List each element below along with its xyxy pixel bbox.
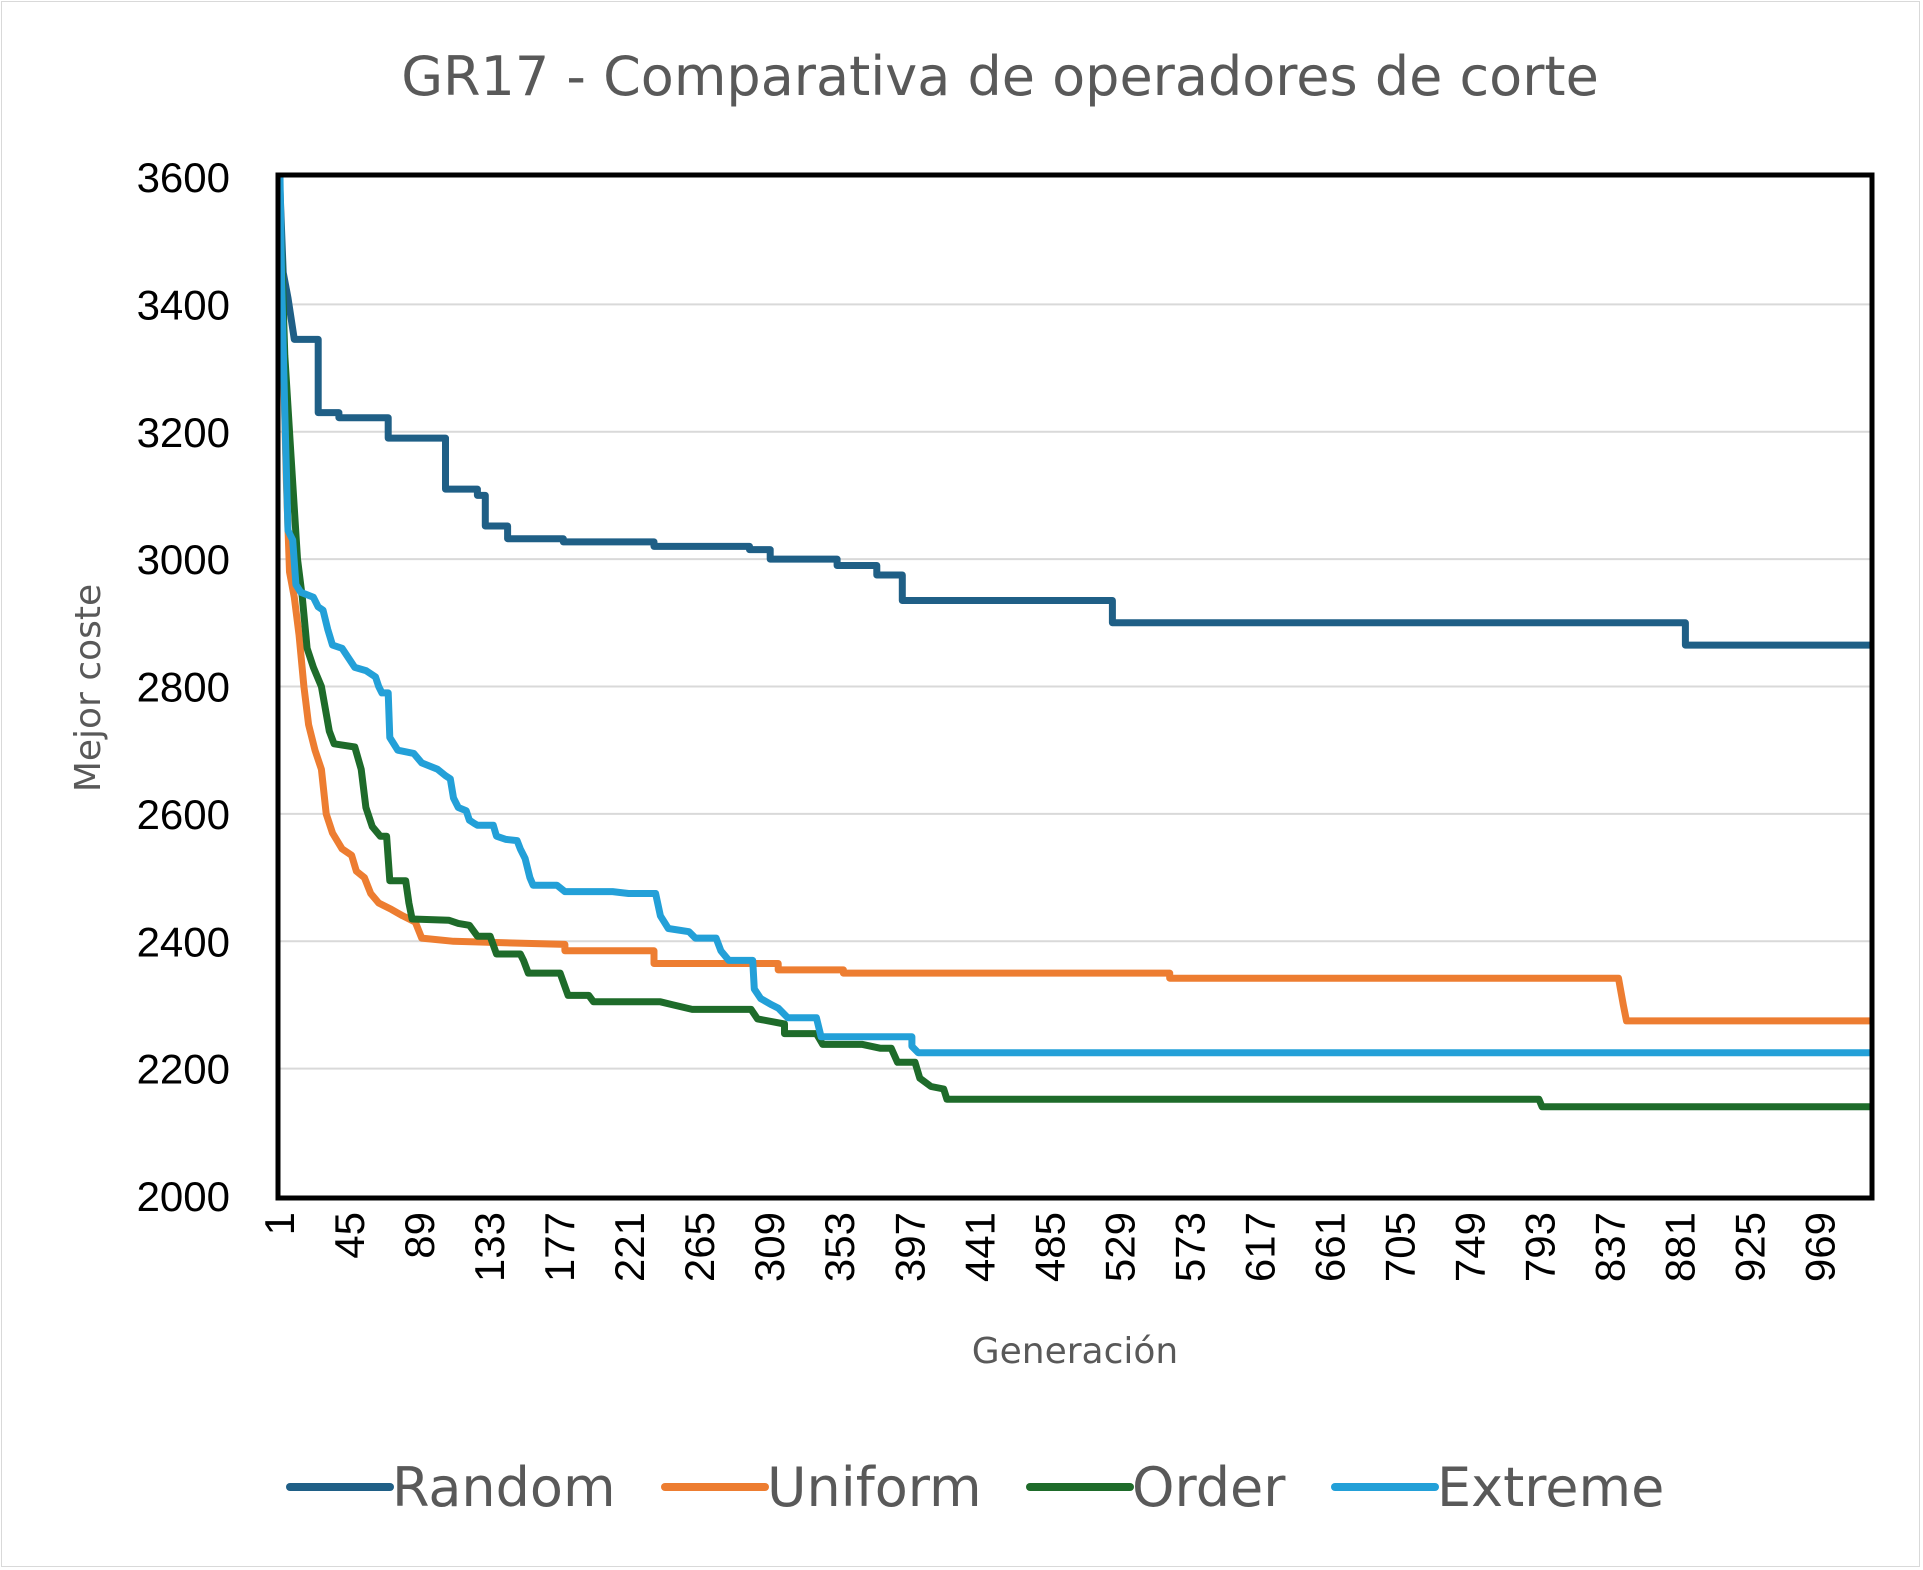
x-tick-label: 661 <box>1306 1212 1353 1282</box>
x-tick-label: 485 <box>1026 1212 1073 1282</box>
series-line-uniform <box>276 202 1870 1025</box>
legend-label: Order <box>1132 1456 1286 1519</box>
y-tick-label: 3000 <box>137 536 230 583</box>
series-line-random <box>276 189 1870 649</box>
x-axis-label: Generación <box>972 1331 1179 1372</box>
y-tick-label: 3600 <box>137 154 230 201</box>
legend: Random Uniform Order Extreme <box>286 1456 1664 1519</box>
x-tick-label: 617 <box>1236 1212 1283 1282</box>
x-tick-label: 881 <box>1657 1212 1704 1282</box>
y-tick-label: 3400 <box>137 281 230 328</box>
legend-item-random: Random <box>286 1456 616 1519</box>
x-tick-label: 749 <box>1447 1212 1494 1282</box>
legend-item-uniform: Uniform <box>661 1456 982 1519</box>
x-tick-label: 133 <box>466 1212 513 1282</box>
x-tick-label: 705 <box>1376 1212 1423 1282</box>
x-tick-label: 89 <box>396 1212 443 1259</box>
legend-label: Extreme <box>1437 1456 1664 1519</box>
series-line-order <box>276 202 1870 1111</box>
y-tick-label: 2200 <box>137 1046 230 1093</box>
y-tick-label: 2800 <box>137 664 230 711</box>
series-line-extreme <box>276 176 1870 1057</box>
chart-title: GR17 - Comparativa de operadores de cort… <box>401 45 1599 108</box>
x-axis-ticks: 1 45 89 133 177 221 265 309 353 397 441 485 529 573 61… <box>256 1212 1844 1282</box>
x-tick-label: 309 <box>746 1212 793 1282</box>
legend-label: Random <box>392 1456 616 1519</box>
y-axis-label: Mejor coste <box>68 584 109 792</box>
series-lines <box>276 176 1870 1111</box>
x-tick-label: 177 <box>536 1212 583 1282</box>
legend-item-extreme: Extreme <box>1331 1456 1664 1519</box>
x-tick-label: 353 <box>816 1212 863 1282</box>
y-tick-label: 2400 <box>137 918 230 965</box>
x-tick-label: 221 <box>606 1212 653 1282</box>
legend-label: Uniform <box>767 1456 982 1519</box>
x-tick-label: 441 <box>956 1212 1003 1282</box>
plot-area-border <box>275 172 1875 1201</box>
y-tick-label: 3200 <box>137 409 230 456</box>
x-tick-label: 45 <box>326 1212 373 1259</box>
legend-item-order: Order <box>1026 1456 1286 1519</box>
x-tick-label: 1 <box>256 1212 303 1235</box>
x-tick-label: 925 <box>1727 1212 1774 1282</box>
y-axis-ticks: 2000 2200 2400 2600 2800 3000 3200 3400 3600 <box>137 154 230 1220</box>
x-tick-label: 529 <box>1096 1212 1143 1282</box>
x-tick-label: 837 <box>1587 1212 1634 1282</box>
y-tick-label: 2600 <box>137 791 230 838</box>
x-tick-label: 265 <box>676 1212 723 1282</box>
y-tick-label: 2000 <box>137 1173 230 1220</box>
x-tick-label: 397 <box>886 1212 933 1282</box>
x-tick-label: 573 <box>1166 1212 1213 1282</box>
x-tick-label: 969 <box>1797 1212 1844 1282</box>
x-tick-label: 793 <box>1517 1212 1564 1282</box>
